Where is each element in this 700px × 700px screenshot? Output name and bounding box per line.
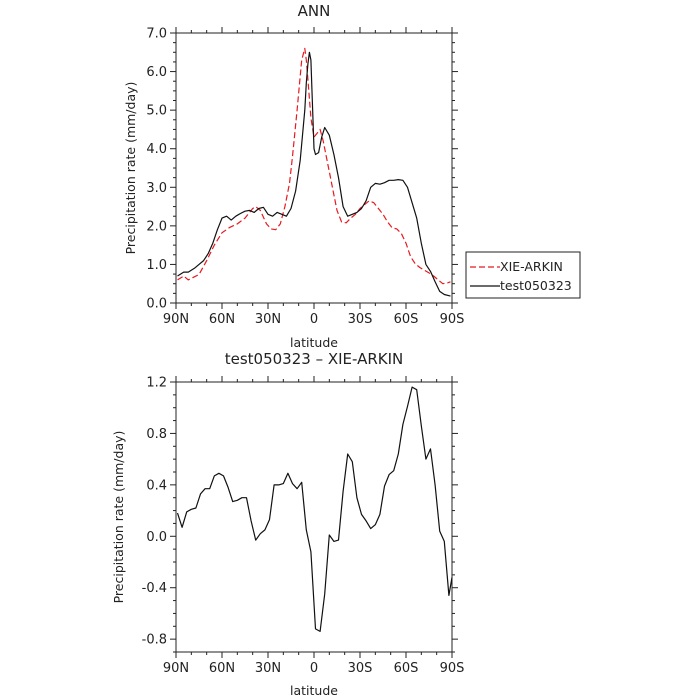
top-y-tick-label: 5.0 xyxy=(146,104,167,119)
top-chart: ANN 90N 60N 30N 0 30S 60S 90S 0.0 1.0 2.0 3.0 4.0 5.… xyxy=(123,2,581,350)
bottom-y-tick-label: -0.4 xyxy=(142,581,167,596)
bottom-chart-title: test050323 – XIE-ARKIN xyxy=(225,350,404,368)
top-series-line-test050323 xyxy=(177,51,451,297)
bottom-y-tick-label: 0.0 xyxy=(146,530,167,545)
top-y-tick-label: 2.0 xyxy=(146,219,167,234)
top-y-tick-label: 6.0 xyxy=(146,65,167,80)
top-x-axis-label: latitude xyxy=(290,335,338,350)
top-x-tick-label: 30S xyxy=(348,312,373,327)
bottom-series xyxy=(176,386,453,633)
top-x-tick-label: 60N xyxy=(209,312,235,327)
bottom-x-tick-label: 60N xyxy=(209,661,235,676)
bottom-y-tick-label: 0.4 xyxy=(146,478,167,493)
legend-label-xie-arkin: XIE-ARKIN xyxy=(500,259,563,274)
top-x-tick-label: 90N xyxy=(163,312,189,327)
legend: XIE-ARKIN test050323 xyxy=(465,251,581,299)
top-y-tick-label: 4.0 xyxy=(146,142,167,157)
top-series xyxy=(177,47,451,297)
top-ticks: 90N 60N 30N 0 30S 60S 90S 0.0 1.0 2.0 3.0 4.0 5.0 6.0… xyxy=(146,27,464,328)
bottom-x-tick-label: 90N xyxy=(163,661,189,676)
top-y-tick-label: 1.0 xyxy=(146,258,167,273)
bottom-y-tick-label: 1.2 xyxy=(146,376,167,391)
bottom-x-tick-label: 30S xyxy=(348,661,373,676)
bottom-y-axis-label: Precipitation rate (mm/day) xyxy=(111,431,126,604)
top-y-tick-label: 7.0 xyxy=(146,27,167,42)
top-plot-frame xyxy=(175,32,453,304)
bottom-x-tick-label: 60S xyxy=(394,661,419,676)
bottom-x-axis-label: latitude xyxy=(290,683,338,698)
bottom-x-tick-label: 90S xyxy=(440,661,465,676)
top-y-axis-label: Precipitation rate (mm/day) xyxy=(123,82,138,255)
bottom-y-tick-label: 0.8 xyxy=(146,427,167,442)
bottom-series-line-0 xyxy=(176,386,453,633)
top-y-tick-label: 3.0 xyxy=(146,181,167,196)
bottom-y-tick-label: -0.8 xyxy=(142,633,167,648)
bottom-ticks: 90N 60N 30N 0 30S 60S 90S 1.2 0.8 0.4 0.0 -0.4 -0.8 xyxy=(142,376,465,677)
bottom-x-tick-label: 0 xyxy=(310,661,318,676)
legend-box xyxy=(465,251,581,299)
top-x-tick-label: 0 xyxy=(310,312,318,327)
top-chart-title: ANN xyxy=(298,2,331,20)
bottom-x-tick-label: 30N xyxy=(255,661,281,676)
top-x-tick-label: 60S xyxy=(394,312,419,327)
top-x-tick-label: 90S xyxy=(440,312,465,327)
top-series-line-xie-arkin xyxy=(177,47,451,285)
top-y-tick-label: 0.0 xyxy=(146,297,167,312)
top-x-tick-label: 30N xyxy=(255,312,281,327)
bottom-chart: test050323 – XIE-ARKIN 90N 60N 30N 0 30S 60S 9… xyxy=(111,350,464,698)
legend-label-test050323: test050323 xyxy=(500,278,572,293)
